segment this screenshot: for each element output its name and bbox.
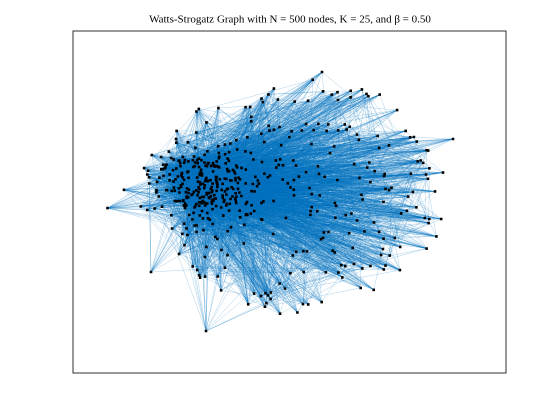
axes-box <box>72 30 507 374</box>
plot-area <box>106 70 455 333</box>
nodes <box>106 70 455 333</box>
chart-title: Watts-Strogatz Graph with N = 500 nodes,… <box>149 14 431 26</box>
